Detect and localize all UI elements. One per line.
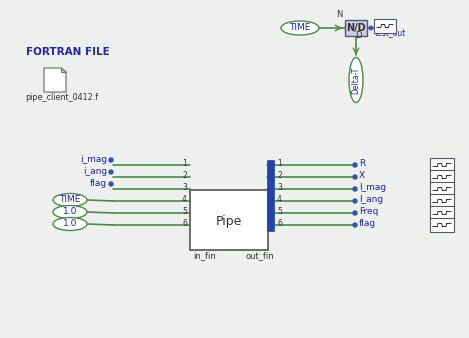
Text: Delta-T: Delta-T [351, 66, 361, 94]
Text: 4: 4 [277, 195, 282, 204]
Text: Pipe: Pipe [216, 216, 242, 228]
Text: TIME: TIME [289, 24, 310, 32]
Bar [430, 218, 454, 232]
Text: I_ang: I_ang [359, 195, 383, 204]
Bar [267, 160, 274, 231]
Text: Freq: Freq [359, 207, 378, 216]
Text: X: X [359, 171, 365, 180]
Text: 3: 3 [277, 183, 282, 192]
Text: 6: 6 [277, 219, 282, 228]
Bar [430, 170, 454, 184]
Circle shape [353, 199, 357, 203]
Circle shape [353, 211, 357, 215]
Circle shape [353, 175, 357, 179]
Bar [345, 20, 367, 36]
Text: 6: 6 [182, 219, 187, 228]
Text: I_mag: I_mag [359, 183, 386, 192]
Text: in_fin: in_fin [193, 251, 216, 260]
Bar [430, 206, 454, 220]
Ellipse shape [53, 217, 87, 231]
Text: out_fin: out_fin [245, 251, 274, 260]
Circle shape [353, 163, 357, 167]
Ellipse shape [281, 21, 319, 35]
Polygon shape [44, 68, 66, 92]
Text: N: N [336, 10, 342, 19]
Text: 1: 1 [182, 159, 187, 168]
Text: 4: 4 [182, 195, 187, 204]
Text: flag: flag [359, 219, 376, 228]
Bar [190, 190, 268, 250]
Bar [430, 158, 454, 172]
Text: 2: 2 [277, 171, 282, 180]
Bar [374, 19, 396, 33]
Text: 5: 5 [277, 207, 282, 216]
Text: N/D: N/D [346, 23, 366, 33]
Text: D: D [355, 31, 361, 40]
Text: 1: 1 [277, 159, 282, 168]
Ellipse shape [349, 57, 363, 102]
Text: 2: 2 [182, 171, 187, 180]
Text: 1.0: 1.0 [63, 219, 77, 228]
Polygon shape [61, 68, 66, 72]
Text: FORTRAN FILE: FORTRAN FILE [26, 47, 110, 57]
Text: i_mag: i_mag [80, 154, 107, 164]
Text: 5: 5 [182, 207, 187, 216]
Ellipse shape [53, 206, 87, 218]
Text: test_out: test_out [375, 29, 406, 38]
Text: R: R [359, 159, 365, 168]
Circle shape [109, 158, 113, 162]
Circle shape [109, 182, 113, 186]
Ellipse shape [53, 193, 87, 207]
Bar [430, 182, 454, 196]
Bar [430, 194, 454, 208]
Circle shape [109, 170, 113, 174]
Circle shape [369, 26, 373, 30]
Text: 1.0: 1.0 [63, 208, 77, 217]
Text: flag: flag [90, 178, 107, 188]
Text: 3: 3 [182, 183, 187, 192]
Text: i_ang: i_ang [83, 167, 107, 175]
Text: pipe_client_0412.f: pipe_client_0412.f [25, 93, 98, 102]
Circle shape [353, 187, 357, 191]
Text: TIME: TIME [59, 195, 81, 204]
Circle shape [353, 223, 357, 227]
